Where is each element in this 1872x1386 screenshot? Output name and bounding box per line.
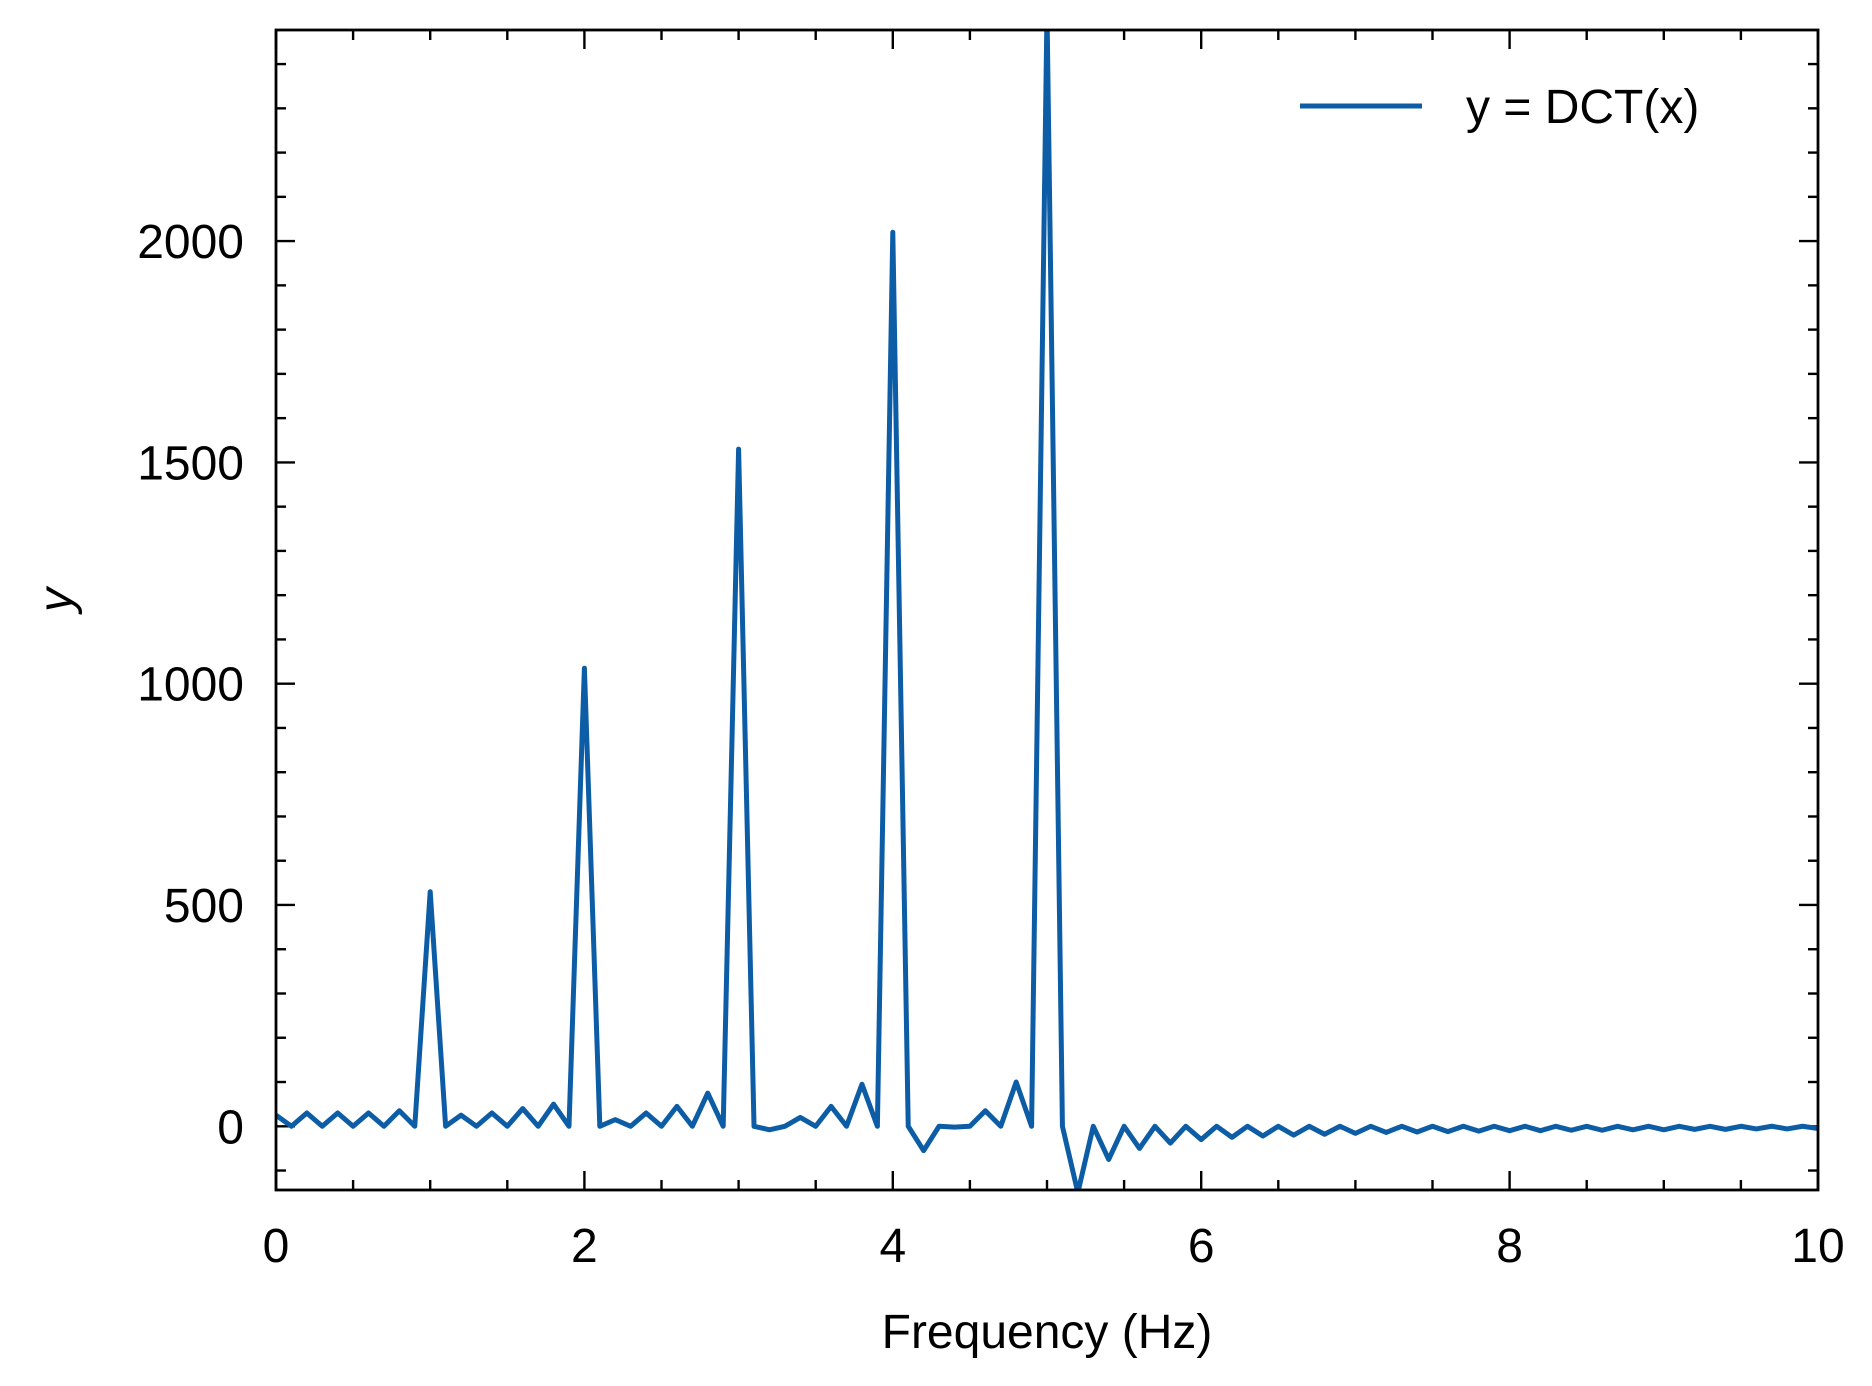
y-tick-label: 500 (164, 880, 244, 933)
y-axis-label: y (30, 585, 83, 615)
x-tick-label: 6 (1188, 1220, 1215, 1273)
y-tick-label: 0 (217, 1101, 244, 1154)
x-tick-label: 4 (879, 1220, 906, 1273)
x-tick-label: 10 (1791, 1220, 1844, 1273)
y-tick-label: 1500 (137, 437, 244, 490)
legend-label: y = DCT(x) (1466, 81, 1699, 134)
plot-frame (274, 28, 1820, 1192)
data-line (276, 30, 1818, 1190)
x-tick-label: 0 (263, 1220, 290, 1273)
x-tick-label: 8 (1496, 1220, 1523, 1273)
x-axis-label: Frequency (Hz) (882, 1306, 1213, 1359)
x-tick-label: 2 (571, 1220, 598, 1273)
y-tick-label: 1000 (137, 659, 244, 712)
y-tick-label: 2000 (137, 216, 244, 269)
